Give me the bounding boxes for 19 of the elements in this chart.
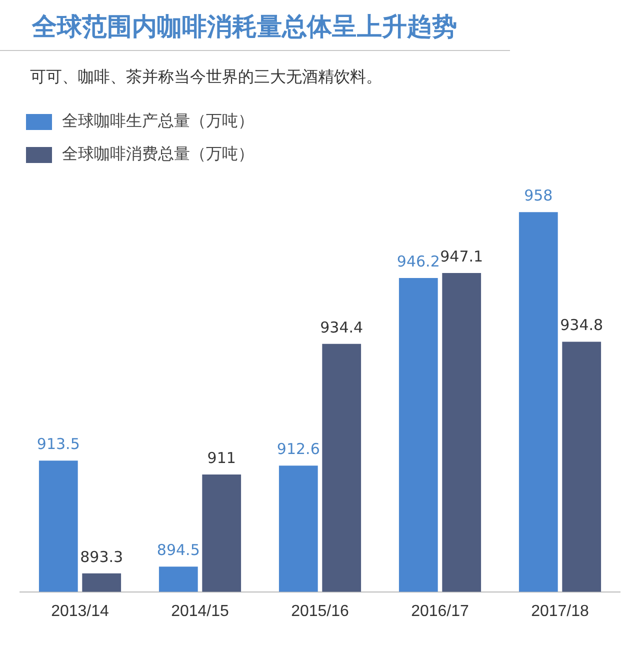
data-label: 947.1 [440, 247, 484, 266]
legend-label: 全球咖啡消费总量（万吨） [62, 144, 254, 165]
data-label: 912.6 [276, 440, 320, 458]
data-label: 934.4 [320, 318, 364, 336]
chart-title: 全球范围内咖啡消耗量总体呈上升趋势 [30, 11, 458, 43]
x-tick-label: 2013/14 [51, 602, 110, 620]
x-tick-label: 2016/17 [411, 602, 470, 620]
data-label: 934.8 [560, 316, 604, 334]
data-label: 958 [524, 186, 553, 205]
x-tick-label: 2015/16 [291, 602, 350, 620]
legend-label: 全球咖啡生产总量（万吨） [62, 111, 254, 132]
data-label: 913.5 [36, 434, 80, 453]
chart-subtitle: 可可、咖啡、茶并称当今世界的三大无酒精饮料。 [29, 66, 383, 88]
data-label: 894.5 [156, 541, 200, 560]
data-label: 893.3 [80, 548, 124, 566]
x-tick-label: 2014/15 [171, 602, 230, 620]
data-label: 946.2 [396, 252, 440, 270]
data-label: 911 [207, 448, 236, 467]
x-tick-label: 2017/18 [531, 602, 590, 620]
